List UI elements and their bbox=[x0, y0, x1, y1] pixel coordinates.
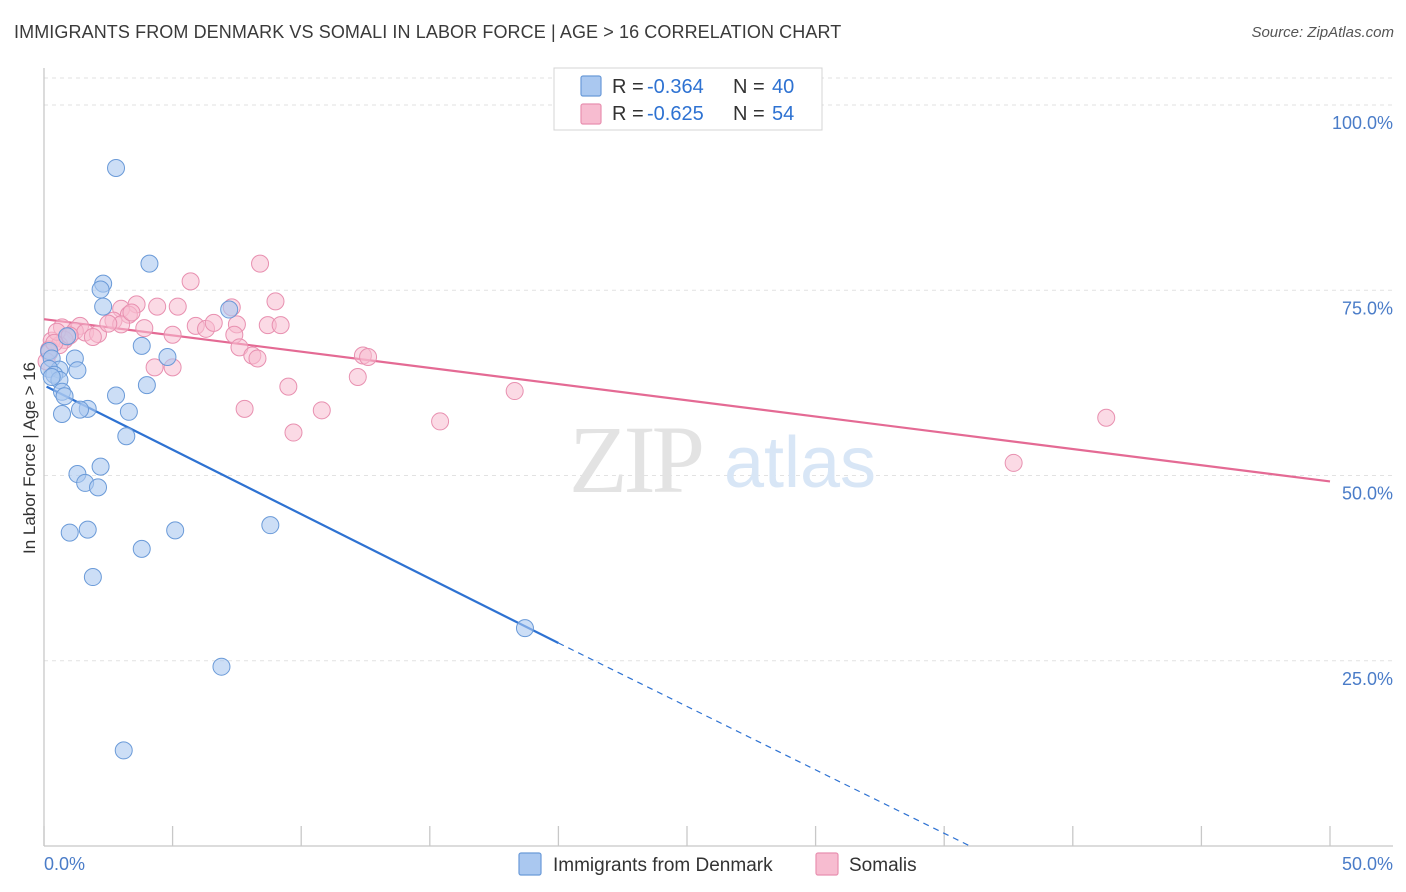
data-point-somalis bbox=[251, 254, 270, 273]
watermark: ZIP atlas bbox=[569, 406, 876, 513]
stats-legend: R = -0.364 N = 40 R = -0.625 N = 54 bbox=[553, 67, 823, 131]
data-point-somalis bbox=[135, 319, 154, 338]
legend-r-label-somalis: R = bbox=[612, 103, 644, 125]
data-point-somalis bbox=[163, 325, 182, 344]
x-axis-tick-labels: 0.0% 50.0% bbox=[44, 854, 1393, 874]
bottom-legend-swatch-somalis bbox=[815, 852, 839, 876]
data-point-somalis bbox=[266, 292, 285, 311]
y-tick-label: 75.0% bbox=[1342, 298, 1393, 318]
data-point-denmark bbox=[220, 300, 239, 319]
data-point-denmark bbox=[261, 516, 280, 535]
data-point-somalis bbox=[348, 367, 367, 386]
data-point-somalis bbox=[181, 272, 200, 291]
legend-n-label-somalis: N = bbox=[733, 103, 765, 125]
data-point-somalis bbox=[168, 297, 187, 316]
data-point-denmark bbox=[515, 619, 534, 638]
data-point-denmark bbox=[89, 478, 108, 497]
bottom-legend-label-denmark: Immigrants from Denmark bbox=[553, 855, 773, 876]
data-point-denmark bbox=[68, 361, 87, 380]
data-point-denmark bbox=[53, 405, 72, 424]
trend-line-denmark-extension bbox=[558, 642, 971, 847]
data-point-denmark bbox=[42, 367, 61, 386]
data-point-denmark bbox=[114, 741, 133, 760]
data-point-somalis bbox=[359, 347, 378, 366]
x-tick-label-min: 0.0% bbox=[44, 854, 85, 874]
y-axis-title: In Labor Force | Age > 16 bbox=[20, 362, 39, 554]
data-point-denmark bbox=[132, 539, 151, 558]
data-point-denmark bbox=[140, 254, 159, 273]
x-tick-label-max: 50.0% bbox=[1342, 854, 1393, 874]
data-point-denmark bbox=[91, 280, 110, 299]
data-point-denmark bbox=[107, 159, 126, 178]
data-point-denmark bbox=[132, 336, 151, 355]
data-point-somalis bbox=[271, 316, 290, 335]
data-point-somalis bbox=[230, 338, 249, 357]
series-legend: Immigrants from Denmark Somalis bbox=[518, 852, 917, 876]
source-label: Source: ZipAtlas.com bbox=[1251, 24, 1394, 41]
chart-title: IMMIGRANTS FROM DENMARK VS SOMALI IN LAB… bbox=[14, 22, 842, 42]
data-point-somalis bbox=[284, 423, 303, 442]
legend-n-value-somalis: 54 bbox=[772, 103, 794, 125]
data-point-denmark bbox=[55, 387, 74, 406]
legend-swatch-denmark bbox=[580, 75, 602, 97]
data-point-somalis bbox=[505, 382, 524, 401]
data-point-somalis bbox=[145, 358, 164, 377]
legend-swatch-somalis bbox=[580, 103, 602, 125]
data-point-somalis bbox=[431, 412, 450, 431]
data-point-somalis bbox=[148, 297, 167, 316]
data-point-denmark bbox=[137, 376, 156, 395]
data-point-somalis bbox=[1004, 453, 1023, 472]
y-tick-label: 50.0% bbox=[1342, 484, 1393, 504]
data-point-denmark bbox=[58, 327, 77, 346]
y-tick-label: 100.0% bbox=[1332, 113, 1393, 133]
data-point-denmark bbox=[107, 386, 126, 405]
legend-r-label-denmark: R = bbox=[612, 76, 644, 98]
data-point-denmark bbox=[117, 427, 136, 446]
trend-line-somalis bbox=[43, 318, 1331, 483]
legend-n-label-denmark: N = bbox=[733, 76, 765, 98]
bottom-legend-label-somalis: Somalis bbox=[849, 855, 917, 876]
data-point-denmark bbox=[166, 521, 185, 540]
legend-r-value-somalis: -0.625 bbox=[647, 103, 704, 125]
data-point-denmark bbox=[71, 400, 90, 419]
data-point-denmark bbox=[94, 297, 113, 316]
watermark-atlas: atlas bbox=[724, 423, 876, 503]
trend-lines bbox=[43, 318, 1331, 847]
data-point-somalis bbox=[1097, 408, 1116, 427]
data-point-somalis bbox=[235, 399, 254, 418]
trend-line-denmark bbox=[46, 385, 559, 644]
data-point-denmark bbox=[158, 347, 177, 366]
legend-n-value-denmark: 40 bbox=[772, 76, 794, 98]
data-point-somalis bbox=[279, 377, 298, 396]
data-point-somalis bbox=[312, 401, 331, 420]
data-point-denmark bbox=[78, 520, 97, 539]
legend-r-value-denmark: -0.364 bbox=[647, 76, 704, 98]
data-point-denmark bbox=[212, 657, 231, 676]
data-point-denmark bbox=[119, 402, 138, 421]
y-axis-tick-labels: 25.0% 50.0% 75.0% 100.0% bbox=[1332, 113, 1393, 689]
data-point-denmark bbox=[60, 523, 79, 542]
gridlines bbox=[44, 77, 1393, 662]
data-point-denmark bbox=[83, 568, 102, 587]
data-point-somalis bbox=[204, 313, 223, 332]
watermark-zip: ZIP bbox=[569, 406, 702, 513]
data-point-somalis bbox=[99, 314, 118, 333]
data-point-somalis bbox=[122, 303, 141, 322]
y-tick-label: 25.0% bbox=[1342, 669, 1393, 689]
denmark-points bbox=[40, 159, 534, 760]
data-point-somalis bbox=[83, 327, 102, 346]
data-point-denmark bbox=[91, 457, 110, 476]
axes bbox=[43, 68, 1393, 847]
data-point-somalis bbox=[248, 349, 267, 368]
bottom-legend-swatch-denmark bbox=[518, 852, 542, 876]
x-axis-ticks bbox=[43, 826, 1331, 846]
